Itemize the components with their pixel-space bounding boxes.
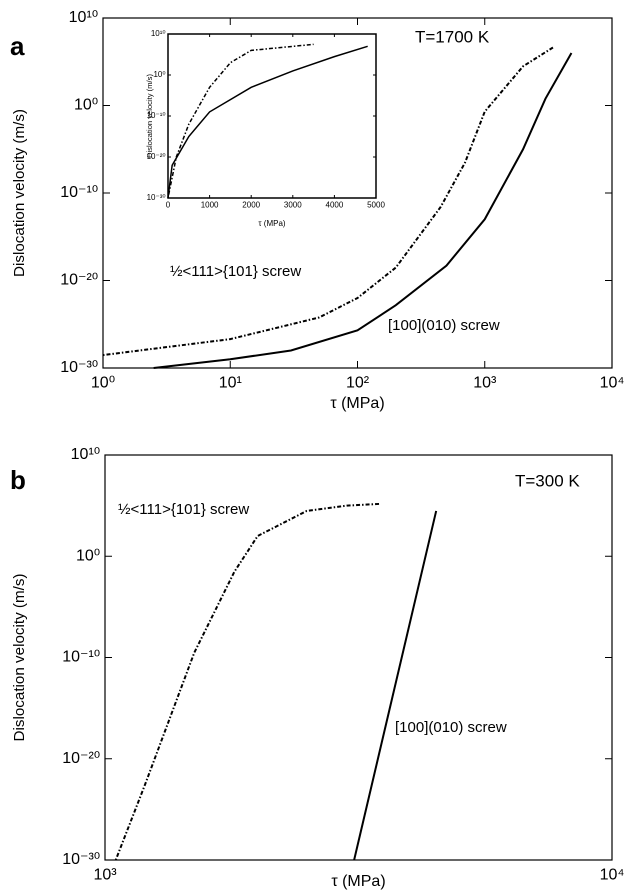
y-tick-label: 10⁻³⁰ bbox=[60, 359, 98, 376]
series-line bbox=[102, 46, 555, 357]
x-tick-label: 10⁰ bbox=[91, 374, 115, 391]
series-line bbox=[167, 45, 368, 199]
series-label: [100](010) screw bbox=[388, 317, 500, 334]
x-tick-label: 2000 bbox=[242, 201, 260, 210]
x-tick-label: 10³ bbox=[93, 866, 117, 883]
y-tick-label: 10⁻²⁰ bbox=[147, 152, 166, 161]
x-tick-label: 0 bbox=[166, 201, 171, 210]
x-tick-label: 10² bbox=[346, 374, 370, 391]
y-tick-label: 10⁰ bbox=[153, 70, 165, 79]
y-tick-label: 10¹⁰ bbox=[151, 29, 166, 38]
x-axis-label: τ (MPa) bbox=[331, 873, 385, 890]
annotation: T=1700 K bbox=[415, 27, 490, 46]
x-axis-label: τ (MPa) bbox=[258, 219, 285, 228]
y-tick-label: 10⁰ bbox=[74, 97, 98, 114]
x-tick-label: 10⁴ bbox=[600, 866, 625, 883]
x-tick-label: 1000 bbox=[201, 201, 219, 210]
annotation: T=300 K bbox=[515, 471, 580, 490]
y-tick-label: 10⁻²⁰ bbox=[62, 750, 100, 767]
x-tick-label: 10⁴ bbox=[600, 374, 625, 391]
y-axis-label: Dislocation velocity (m/s) bbox=[11, 574, 28, 742]
panel-label: b bbox=[10, 465, 26, 495]
y-tick-label: 10⁻²⁰ bbox=[60, 272, 98, 289]
y-tick-label: 10⁻¹⁰ bbox=[60, 184, 98, 201]
series-label: ½<111>{101} screw bbox=[170, 263, 301, 280]
x-tick-label: 4000 bbox=[326, 201, 344, 210]
series-label: ½<111>{101} screw bbox=[118, 501, 249, 518]
y-axis-label: Dislocation velocity (m/s) bbox=[11, 109, 28, 277]
y-tick-label: 10¹⁰ bbox=[69, 9, 99, 26]
x-axis-label: τ (MPa) bbox=[330, 395, 384, 412]
y-tick-label: 10⁻³⁰ bbox=[147, 193, 166, 202]
y-tick-label: 10⁻³⁰ bbox=[62, 851, 100, 868]
x-tick-label: 5000 bbox=[367, 201, 385, 210]
x-tick-label: 10¹ bbox=[219, 374, 242, 391]
panel-label: a bbox=[10, 31, 25, 61]
y-tick-label: 10¹⁰ bbox=[71, 446, 101, 463]
x-tick-label: 3000 bbox=[284, 201, 302, 210]
series-line bbox=[153, 52, 573, 369]
inset-background bbox=[168, 34, 376, 198]
series-label: [100](010) screw bbox=[395, 719, 507, 736]
series-line bbox=[114, 502, 381, 861]
x-tick-label: 10³ bbox=[473, 374, 497, 391]
y-axis-label: Dislocation velocity (m/s) bbox=[145, 74, 154, 158]
y-tick-label: 10⁻¹⁰ bbox=[62, 649, 100, 666]
y-tick-label: 10⁰ bbox=[76, 547, 100, 564]
series-line bbox=[353, 510, 438, 861]
y-tick-label: 10⁻¹⁰ bbox=[147, 111, 166, 120]
